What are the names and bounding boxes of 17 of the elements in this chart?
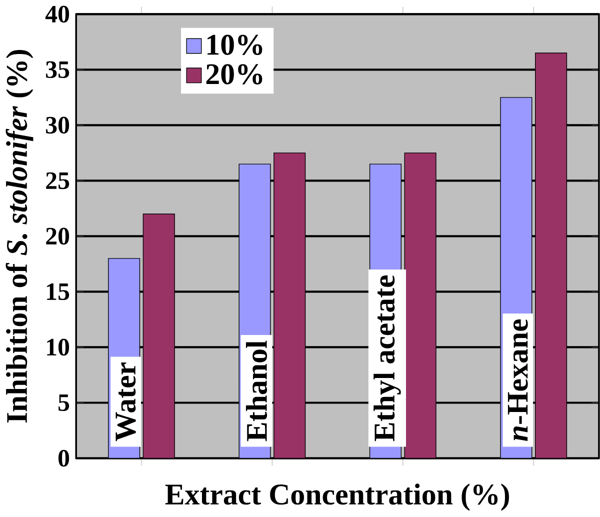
x-tick-label: Ethyl acetate (374, 276, 401, 442)
legend-label: 20% (206, 64, 262, 85)
y-tick-label: 40 (45, 6, 70, 23)
y-tick-label: 20 (46, 228, 70, 245)
x-tick-label: Water (116, 362, 136, 442)
x-axis-title: Extract Concentration (%) (165, 484, 509, 511)
y-tick-label: 35 (46, 62, 70, 78)
x-tick-label: Ethanol (246, 340, 268, 442)
y-tick-label: 30 (46, 117, 70, 134)
y-tick-label: 5 (58, 394, 70, 412)
y-tick-label: 15 (47, 284, 70, 300)
y-tick-label: 0 (58, 450, 70, 467)
y-tick-label: 25 (46, 172, 70, 190)
y-tick-label: 10 (47, 339, 70, 356)
legend-label: 10% (208, 35, 262, 56)
y-axis-title: Inhibition of S. stolonifer (%) (6, 50, 34, 423)
x-tick-label: n-Hexane (508, 320, 528, 442)
